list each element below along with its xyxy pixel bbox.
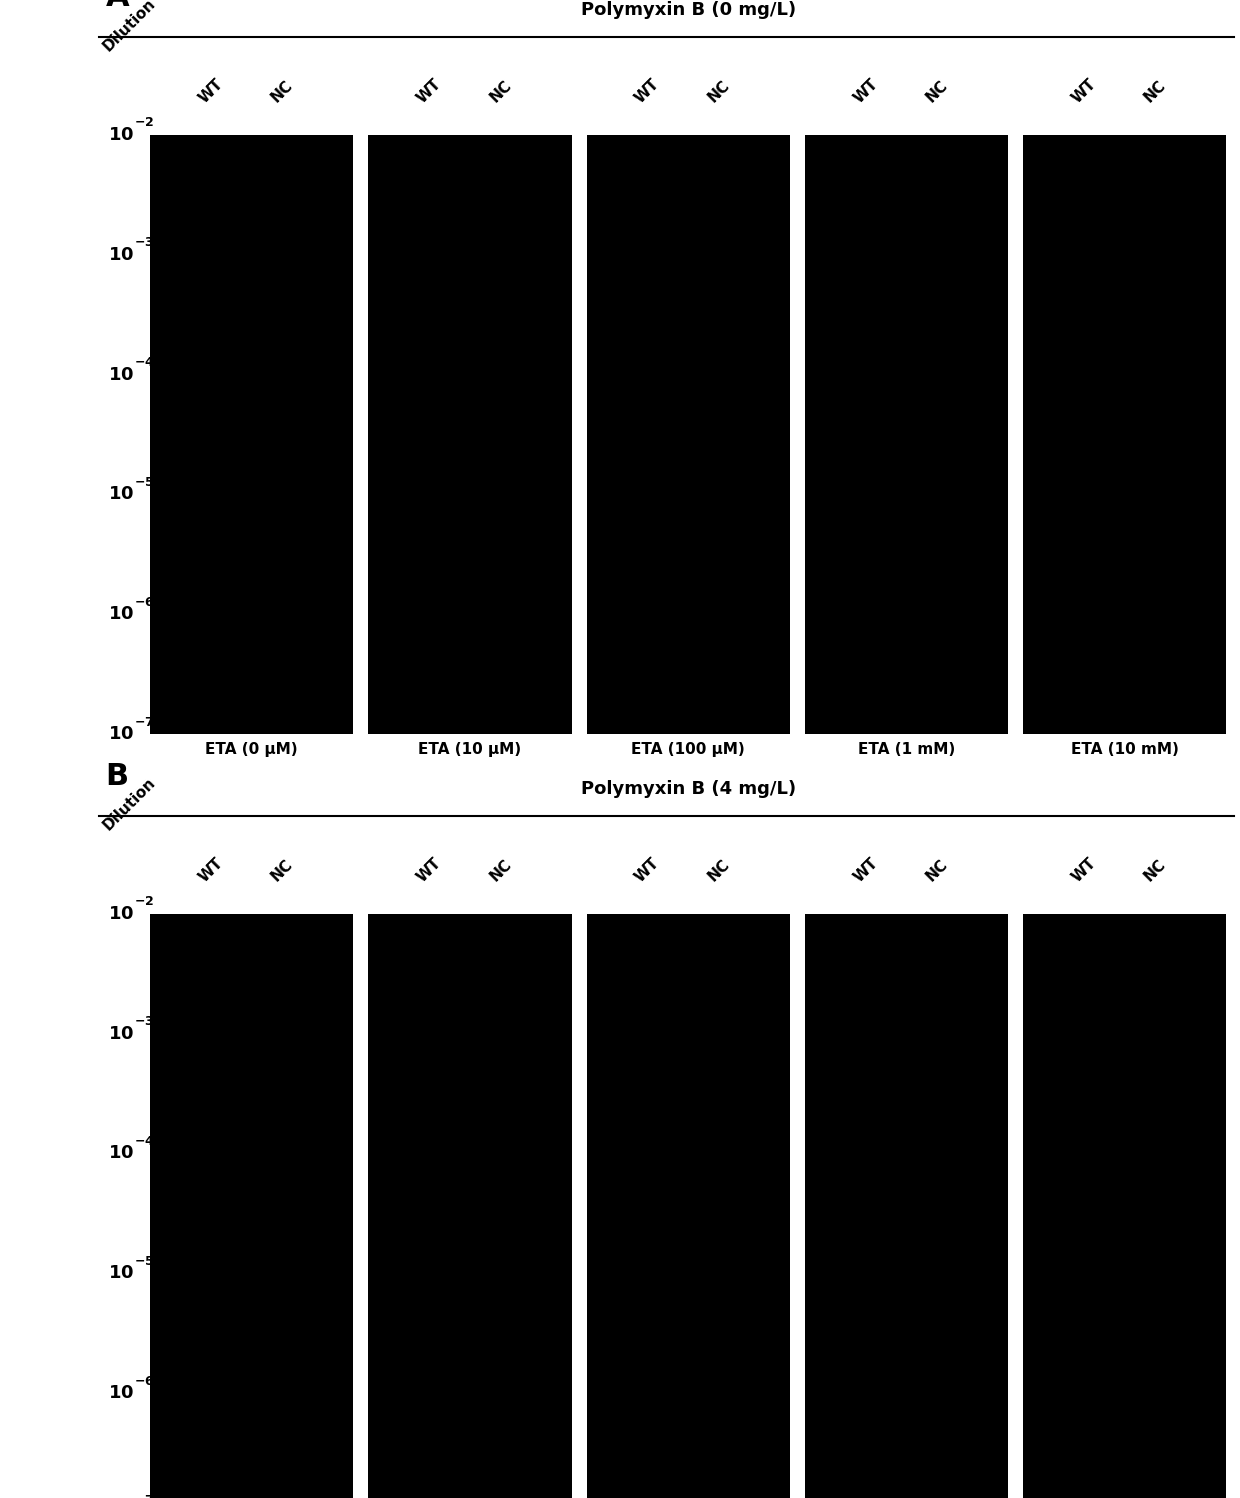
Text: WT: WT <box>414 76 444 106</box>
X-axis label: ETA (100 μM): ETA (100 μM) <box>631 743 745 758</box>
Text: B: B <box>105 762 129 791</box>
Text: $\mathbf{-5}$: $\mathbf{-5}$ <box>134 1255 154 1267</box>
Text: WT: WT <box>196 76 226 106</box>
Text: $\mathbf{10}$: $\mathbf{10}$ <box>108 485 134 503</box>
Text: WT: WT <box>851 855 880 885</box>
Text: $\mathbf{10}$: $\mathbf{10}$ <box>108 126 134 144</box>
Text: $\mathbf{-6}$: $\mathbf{-6}$ <box>134 1375 155 1387</box>
Text: NC: NC <box>706 857 733 884</box>
Text: A: A <box>105 0 129 12</box>
Text: NC: NC <box>1142 857 1169 884</box>
Text: $\mathbf{10}$: $\mathbf{10}$ <box>108 605 134 623</box>
Text: WT: WT <box>196 855 226 885</box>
Text: $\mathbf{10}$: $\mathbf{10}$ <box>108 1025 134 1043</box>
Text: $\mathbf{10}$: $\mathbf{10}$ <box>108 905 134 923</box>
Text: WT: WT <box>632 76 662 106</box>
Text: WT: WT <box>632 855 662 885</box>
Text: $\mathbf{10}$: $\mathbf{10}$ <box>108 1264 134 1282</box>
Text: Dilution: Dilution <box>100 774 159 833</box>
Text: WT: WT <box>414 855 444 885</box>
Text: NC: NC <box>487 857 515 884</box>
Text: $\mathbf{10}$: $\mathbf{10}$ <box>108 1384 134 1402</box>
Text: WT: WT <box>1069 855 1099 885</box>
Text: $\mathbf{10}$: $\mathbf{10}$ <box>108 725 134 743</box>
Text: WT: WT <box>851 76 880 106</box>
Text: NC: NC <box>706 78 733 105</box>
Text: $\mathbf{-6}$: $\mathbf{-6}$ <box>134 596 155 608</box>
Text: $\mathbf{10}$: $\mathbf{10}$ <box>108 366 134 383</box>
Text: Polymyxin B (4 mg/L): Polymyxin B (4 mg/L) <box>580 780 796 798</box>
Text: Dilution: Dilution <box>100 0 159 54</box>
X-axis label: ETA (10 μM): ETA (10 μM) <box>418 743 522 758</box>
Text: NC: NC <box>269 78 296 105</box>
Text: $\mathbf{-7}$: $\mathbf{-7}$ <box>134 716 154 728</box>
X-axis label: ETA (1 mM): ETA (1 mM) <box>858 743 955 758</box>
Text: NC: NC <box>269 857 296 884</box>
Text: $\mathbf{-7}$: $\mathbf{-7}$ <box>134 1495 154 1498</box>
X-axis label: ETA (0 μM): ETA (0 μM) <box>206 743 298 758</box>
Text: $\mathbf{-5}$: $\mathbf{-5}$ <box>134 476 154 488</box>
Text: $\mathbf{-3}$: $\mathbf{-3}$ <box>134 237 154 249</box>
Text: $\mathbf{-3}$: $\mathbf{-3}$ <box>134 1016 154 1028</box>
Text: Polymyxin B (0 mg/L): Polymyxin B (0 mg/L) <box>580 1 796 19</box>
Text: $\mathbf{10}$: $\mathbf{10}$ <box>108 246 134 264</box>
Text: WT: WT <box>1069 76 1099 106</box>
Text: $\mathbf{10}$: $\mathbf{10}$ <box>108 1144 134 1162</box>
Text: NC: NC <box>487 78 515 105</box>
Text: $\mathbf{-2}$: $\mathbf{-2}$ <box>134 896 154 908</box>
X-axis label: ETA (10 mM): ETA (10 mM) <box>1071 743 1178 758</box>
Text: NC: NC <box>1142 78 1169 105</box>
Text: NC: NC <box>924 857 951 884</box>
Text: $\mathbf{-2}$: $\mathbf{-2}$ <box>134 117 154 129</box>
Text: $\mathbf{-4}$: $\mathbf{-4}$ <box>134 357 155 369</box>
Text: NC: NC <box>924 78 951 105</box>
Text: $\mathbf{-4}$: $\mathbf{-4}$ <box>134 1135 155 1147</box>
